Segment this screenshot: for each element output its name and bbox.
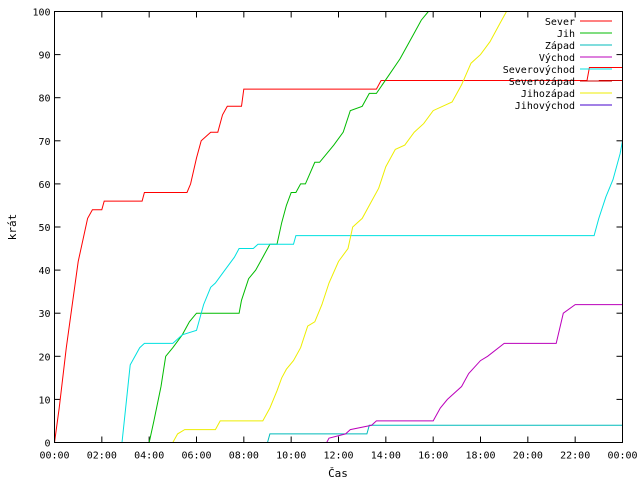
series-line-2 bbox=[54, 11, 429, 443]
x-tick-label: 00:00 bbox=[39, 451, 69, 462]
y-tick-label: 80 bbox=[38, 94, 50, 105]
legend-label: Jihozápad bbox=[521, 88, 575, 100]
legend-label: Sever bbox=[545, 17, 575, 28]
y-tick-label: 40 bbox=[38, 266, 50, 277]
y-axis-title: krát bbox=[6, 214, 19, 241]
y-tick-label: 70 bbox=[38, 137, 50, 148]
legend: SeverJihZápadVýchodSeverovýchodSeverozáp… bbox=[503, 17, 612, 112]
series-line-4 bbox=[54, 304, 623, 443]
plot-frame bbox=[54, 11, 623, 443]
y-tick-label: 90 bbox=[38, 51, 50, 62]
x-axis-title: Čas bbox=[328, 467, 348, 480]
x-tick-label: 14:00 bbox=[371, 451, 401, 462]
x-tick-label: 02:00 bbox=[87, 451, 117, 462]
legend-label: Severozápad bbox=[509, 76, 575, 88]
x-tick-label: 00:00 bbox=[607, 451, 637, 462]
x-tick-label: 22:00 bbox=[560, 451, 590, 462]
legend-label: Jih bbox=[557, 29, 575, 40]
y-tick-label: 60 bbox=[38, 180, 50, 191]
x-tick-label: 04:00 bbox=[134, 451, 164, 462]
y-tick-label: 0 bbox=[44, 439, 50, 450]
legend-label: Východ bbox=[539, 52, 575, 64]
y-tick-label: 30 bbox=[38, 309, 50, 320]
x-tick-label: 08:00 bbox=[229, 451, 259, 462]
x-tick-label: 06:00 bbox=[181, 451, 211, 462]
x-tick-label: 20:00 bbox=[513, 451, 543, 462]
x-tick-label: 18:00 bbox=[465, 451, 495, 462]
x-tick-label: 16:00 bbox=[418, 451, 448, 462]
series-line-5 bbox=[54, 140, 623, 443]
series-line-1 bbox=[54, 67, 623, 443]
y-tick-label: 20 bbox=[38, 352, 50, 363]
legend-label: Severovýchod bbox=[503, 64, 575, 76]
tick-labels: 0 10 20 30 40 50 60 70 80 90 100 00:00 02:00 04:00 06:… bbox=[32, 8, 637, 462]
y-tick-label: 50 bbox=[38, 223, 50, 234]
y-tick-label: 100 bbox=[32, 8, 50, 19]
legend-label: Západ bbox=[545, 40, 575, 52]
x-tick-label: 12:00 bbox=[323, 451, 353, 462]
x-tick-label: 10:00 bbox=[276, 451, 306, 462]
legend-label: Jihovýchod bbox=[515, 100, 575, 112]
series-line-7 bbox=[54, 11, 507, 443]
y-tick-label: 10 bbox=[38, 395, 50, 406]
